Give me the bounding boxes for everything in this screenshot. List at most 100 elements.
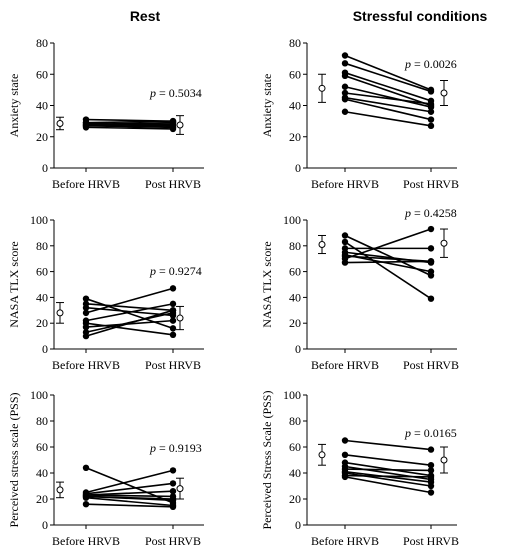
subject-line [344, 62, 432, 93]
point-post [427, 122, 435, 130]
subject-line [85, 496, 174, 507]
subject-line [344, 474, 432, 478]
chart-panel-rest-tlx: 0 20 40 60 80 100 Before HRVB Post HRVB NASA TLX… [7, 213, 204, 372]
subject-line [344, 260, 432, 264]
point-post [427, 467, 435, 474]
point-before [82, 309, 90, 317]
mean-before-marker [56, 309, 64, 317]
x-category-label: Before HRVB [311, 177, 379, 191]
chart-panel-rest-pss: 0 20 40 60 80 100 Before HRVB Post HRVB Perceive… [7, 388, 204, 548]
chart-panel-stress-tlx: 0 20 40 60 80 100 Before HRVB Post HRVB NASA TLX… [260, 206, 459, 372]
point-before [341, 451, 349, 458]
y-tick-label: 20 [36, 492, 48, 506]
point-post [427, 268, 435, 275]
point-post [427, 108, 435, 115]
point-post [427, 245, 435, 252]
p-symbol: p [404, 57, 411, 71]
x-category-label: Post HRVB [403, 358, 459, 372]
y-tick-label: 100 [30, 213, 48, 227]
point-post [169, 285, 177, 292]
y-tick-label: 40 [36, 466, 48, 480]
y-tick-label: 80 [36, 239, 48, 253]
p-value: = 0.5034 [156, 86, 202, 100]
point-before [82, 295, 90, 302]
subject-line [85, 303, 174, 322]
x-category-label: Post HRVB [145, 358, 201, 372]
subject-line [85, 495, 174, 502]
mean-post-marker [176, 314, 184, 322]
point-before [82, 494, 90, 501]
point-post [427, 116, 435, 123]
chart-panel-rest-anxiety: 0 20 40 60 80 Before HRVB Post HRVB Anxiety sta… [7, 36, 204, 191]
mean-before-marker [318, 241, 326, 249]
y-tick-label: 80 [289, 414, 301, 428]
subject-line [344, 98, 432, 121]
y-tick-label: 0 [42, 161, 48, 175]
p-value-annotation: p = 0.0026 [404, 57, 457, 71]
subject-line [85, 303, 174, 312]
point-before [341, 238, 349, 246]
x-category-label: Post HRVB [145, 177, 201, 191]
subject-line [344, 468, 432, 472]
p-value-annotation: p = 0.4258 [404, 206, 457, 220]
point-post [427, 489, 435, 496]
y-tick-label: 40 [289, 466, 301, 480]
y-tick-label: 40 [289, 290, 301, 304]
y-tick-label: 80 [289, 239, 301, 253]
point-before [341, 83, 349, 90]
mean-before-marker [56, 486, 64, 494]
subject-line [85, 467, 174, 504]
point-before [341, 60, 349, 67]
point-before [341, 437, 349, 444]
y-tick-label: 0 [295, 342, 301, 356]
subject-line [85, 503, 174, 508]
point-post [169, 467, 177, 474]
subject-line [344, 92, 432, 105]
point-before [82, 304, 90, 311]
p-value-annotation: p = 0.5034 [149, 86, 202, 100]
point-before [341, 89, 349, 97]
subject-line [85, 490, 174, 496]
p-value: = 0.0026 [411, 57, 457, 71]
subject-line [85, 120, 174, 124]
p-value-annotation: p = 0.9193 [149, 441, 202, 455]
p-value-annotation: p = 0.9274 [149, 264, 202, 278]
subject-line [344, 110, 432, 127]
point-post [169, 503, 177, 510]
p-value: = 0.9193 [156, 441, 202, 455]
mean-post-marker [176, 121, 184, 129]
point-before [341, 96, 349, 103]
p-value-annotation: p = 0.0165 [404, 426, 457, 440]
point-post [169, 325, 177, 332]
y-tick-label: 20 [289, 492, 301, 506]
mean-post-marker [440, 239, 448, 247]
point-post [169, 119, 177, 126]
y-axis-label: NASA TLX score [260, 241, 274, 327]
y-tick-label: 40 [289, 99, 301, 113]
point-post [427, 446, 435, 453]
y-tick-label: 100 [283, 388, 301, 402]
subject-line [85, 297, 174, 330]
p-symbol: p [404, 206, 411, 220]
subject-line [85, 482, 174, 495]
subject-line [85, 309, 174, 337]
x-category-label: Post HRVB [145, 534, 201, 548]
subject-line [344, 71, 432, 102]
y-tick-label: 80 [36, 36, 48, 50]
point-before [82, 332, 90, 340]
y-tick-label: 0 [295, 518, 301, 532]
subject-line [85, 494, 174, 498]
point-post [169, 497, 177, 504]
mean-post-marker [440, 456, 448, 464]
point-before [341, 232, 349, 239]
y-tick-label: 20 [36, 130, 48, 144]
point-post [427, 482, 435, 490]
x-category-label: Before HRVB [52, 177, 120, 191]
subject-line [85, 322, 174, 336]
point-before [82, 501, 90, 508]
p-value: = 0.4258 [411, 206, 457, 220]
y-tick-label: 60 [289, 440, 301, 454]
subject-line [344, 228, 432, 260]
y-tick-label: 0 [42, 518, 48, 532]
point-before [82, 464, 90, 471]
